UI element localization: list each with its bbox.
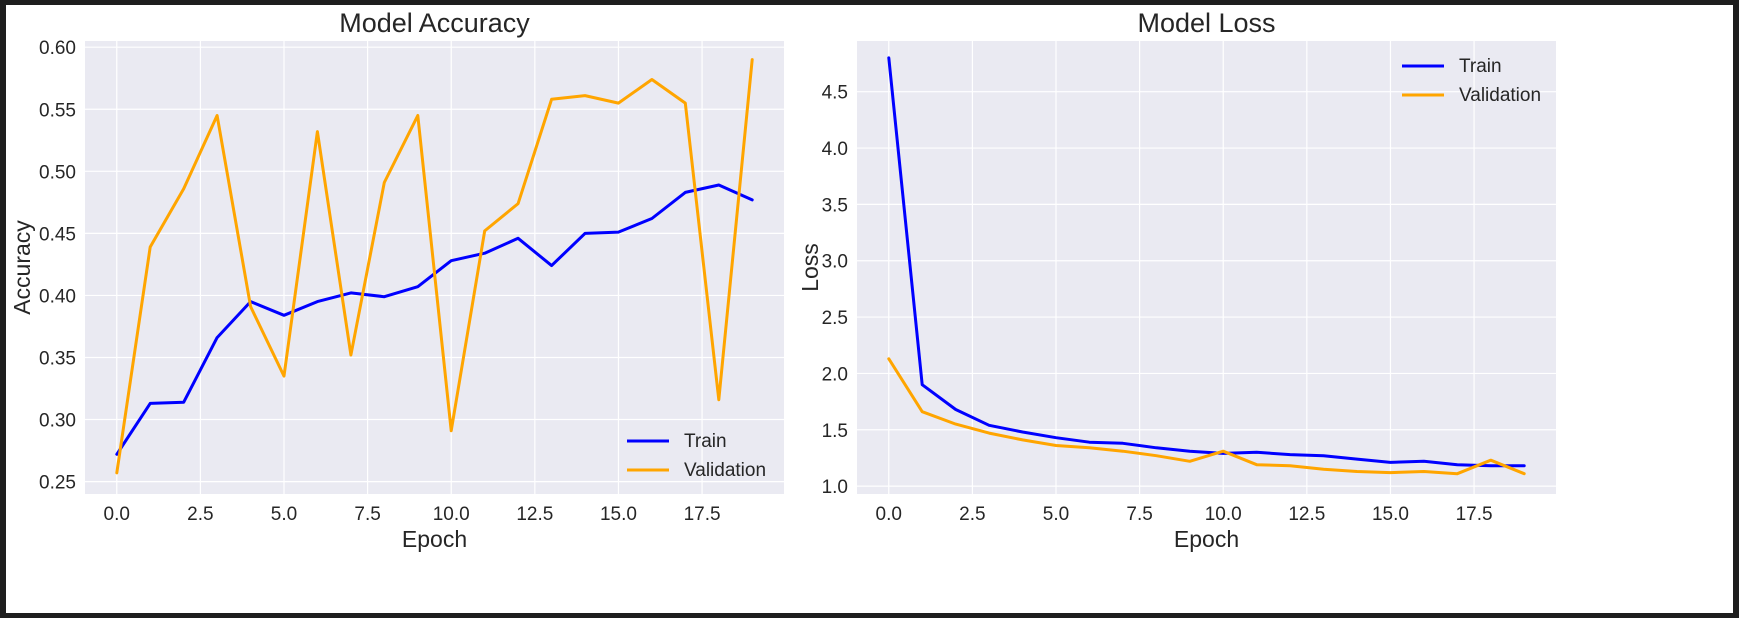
x-tick-label: 0.0 <box>104 504 130 525</box>
y-tick-label: 3.0 <box>822 252 848 273</box>
x-tick-label: 12.5 <box>1288 504 1325 525</box>
chart-title: Model Loss <box>1137 8 1275 38</box>
x-axis-label: Epoch <box>402 526 467 552</box>
x-axis-label: Epoch <box>1174 526 1239 552</box>
x-tick-label: 0.0 <box>876 504 902 525</box>
y-tick-label: 0.45 <box>39 224 76 245</box>
x-tick-label: 15.0 <box>1372 504 1409 525</box>
x-tick-label: 12.5 <box>516 504 553 525</box>
x-tick-label: 2.5 <box>959 504 985 525</box>
series-line-train <box>887 56 1526 468</box>
y-tick-label: 0.60 <box>39 38 76 59</box>
x-tick-label: 7.5 <box>354 504 380 525</box>
x-tick-label: 17.5 <box>1456 504 1493 525</box>
chart-title: Model Accuracy <box>339 8 530 38</box>
x-tick-label: 5.0 <box>271 504 297 525</box>
x-tick-label: 15.0 <box>600 504 637 525</box>
y-tick-label: 0.40 <box>39 286 76 307</box>
y-tick-label: 4.5 <box>822 83 848 104</box>
x-tick-label: 2.5 <box>187 504 213 525</box>
figure: 0.0 2.5 5.0 7.5 10.0 12.5 15.0 17.5 0.25 0.30 0.35… <box>6 5 1733 613</box>
series-line-validation <box>887 357 1526 476</box>
y-tick-label: 4.0 <box>822 139 848 160</box>
y-tick-label: 0.55 <box>39 100 76 121</box>
y-axis-label: Accuracy <box>9 220 35 315</box>
x-tick-label: 5.0 <box>1043 504 1069 525</box>
x-tick-label: 17.5 <box>684 504 721 525</box>
x-tick-label: 10.0 <box>433 504 470 525</box>
legend-label: Validation <box>1459 85 1541 106</box>
y-tick-label: 0.25 <box>39 473 76 494</box>
y-tick-label: 2.5 <box>822 308 848 329</box>
y-axis-label: Loss <box>797 243 823 292</box>
figure-canvas: 0.0 2.5 5.0 7.5 10.0 12.5 15.0 17.5 0.25 0.30 0.35… <box>9 8 1556 552</box>
y-tick-label: 0.50 <box>39 162 76 183</box>
series-line-validation <box>115 58 754 475</box>
legend-label: Train <box>684 431 727 452</box>
y-tick-label: 0.35 <box>39 348 76 369</box>
y-tick-label: 0.30 <box>39 411 76 432</box>
y-tick-label: 3.5 <box>822 195 848 216</box>
y-tick-label: 1.5 <box>822 421 848 442</box>
x-tick-label: 7.5 <box>1126 504 1152 525</box>
y-tick-label: 1.0 <box>822 477 848 498</box>
y-tick-label: 2.0 <box>822 364 848 385</box>
legend-label: Validation <box>684 460 766 481</box>
x-tick-label: 10.0 <box>1205 504 1242 525</box>
legend-label: Train <box>1459 56 1502 77</box>
